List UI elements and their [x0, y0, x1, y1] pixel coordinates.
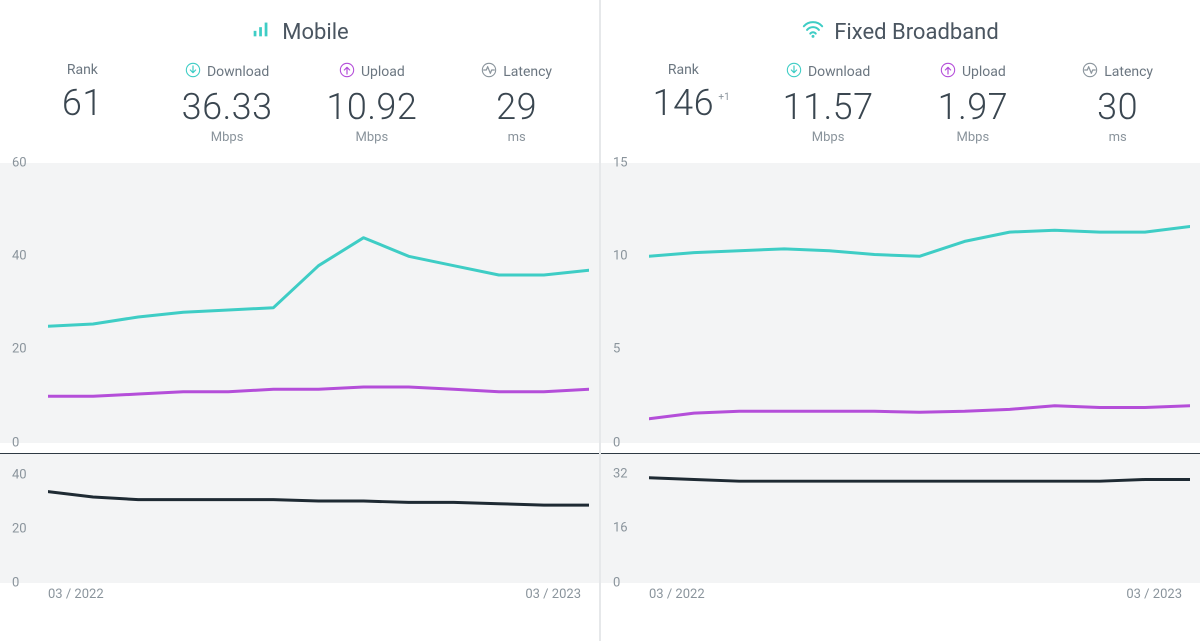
panel-title-text: Mobile	[282, 20, 348, 45]
stat-label-text: Upload	[361, 64, 405, 80]
stat-label-text: Rank	[668, 62, 699, 78]
latency-icon	[1082, 62, 1098, 82]
y-tick: 32	[601, 466, 628, 481]
stat-rank: Rank 146+1	[611, 62, 756, 145]
y-tick: 20	[0, 342, 27, 357]
panel-title-text: Fixed Broadband	[834, 20, 998, 45]
x-axis-labels: 03 / 2022 03 / 2023	[601, 583, 1200, 602]
chart-area: 01632	[601, 453, 1200, 583]
chart-area: 0204060	[0, 163, 599, 443]
stat-unit: Mbps	[901, 130, 1046, 145]
stat-value: 29	[444, 88, 589, 128]
x-start: 03 / 2022	[649, 587, 705, 602]
latency-icon	[481, 62, 497, 82]
series-latency	[649, 477, 1190, 480]
download-icon	[786, 62, 802, 82]
series-latency	[48, 491, 589, 504]
stat-download: Download 11.57 Mbps	[756, 62, 901, 145]
panel-mobile: MobileRank61Download36.33MbpsUpload10.92…	[0, 0, 599, 641]
stat-value: 10.92	[300, 88, 445, 128]
series-download	[48, 237, 589, 326]
x-axis-labels: 03 / 2022 03 / 2023	[0, 583, 599, 602]
chart-area: 051015	[601, 163, 1200, 443]
wifi-icon	[802, 18, 824, 46]
upload-icon	[339, 62, 355, 82]
rank-delta: +1	[718, 92, 729, 103]
series-download	[649, 226, 1190, 256]
x-start: 03 / 2022	[48, 587, 104, 602]
chart-wrap: 0510150163203 / 202203 / 2023	[601, 163, 1200, 641]
panel-title: Mobile	[0, 0, 599, 56]
stat-value: 146	[611, 84, 756, 124]
chart-svg	[649, 454, 1190, 583]
stat-value: 11.57	[756, 88, 901, 128]
stat-unit: Mbps	[756, 130, 901, 145]
chart-svg	[649, 163, 1190, 443]
stat-label: Upload	[300, 62, 445, 82]
stat-value: 61	[10, 84, 155, 124]
chart-wrap: 02040600204003 / 202203 / 2023	[0, 163, 599, 641]
stat-unit: ms	[444, 130, 589, 145]
stat-label: Rank	[611, 62, 756, 78]
y-tick: 5	[601, 342, 620, 357]
stat-label: Latency	[444, 62, 589, 82]
y-tick: 40	[0, 468, 27, 483]
panel-fixed: Fixed BroadbandRank146+1Download11.57Mbp…	[599, 0, 1200, 641]
stat-label-text: Latency	[503, 64, 552, 80]
stat-label: Rank	[10, 62, 155, 78]
stat-unit: ms	[1045, 130, 1190, 145]
stat-label-text: Download	[207, 64, 269, 80]
y-tick: 0	[601, 435, 620, 450]
stat-latency: Latency 29 ms	[444, 62, 589, 145]
stat-value: 1.97	[901, 88, 1046, 128]
stat-upload: Upload 10.92 Mbps	[300, 62, 445, 145]
stat-label: Download	[756, 62, 901, 82]
stat-value: 30	[1045, 88, 1190, 128]
y-tick: 20	[0, 521, 27, 536]
y-tick: 16	[601, 521, 628, 536]
stat-label-text: Rank	[67, 62, 98, 78]
stat-unit: Mbps	[300, 130, 445, 145]
bars-icon	[250, 18, 272, 46]
upload-icon	[940, 62, 956, 82]
stat-value: 36.33	[155, 88, 300, 128]
chart-svg	[48, 163, 589, 443]
stats-row: Rank61Download36.33MbpsUpload10.92MbpsLa…	[0, 56, 599, 163]
x-end: 03 / 2023	[1126, 587, 1182, 602]
series-upload	[649, 405, 1190, 418]
stat-label-text: Upload	[962, 64, 1006, 80]
x-end: 03 / 2023	[525, 587, 581, 602]
stat-label: Upload	[901, 62, 1046, 82]
stat-label-text: Latency	[1104, 64, 1153, 80]
download-icon	[185, 62, 201, 82]
stats-row: Rank146+1Download11.57MbpsUpload1.97Mbps…	[601, 56, 1200, 163]
y-tick: 10	[601, 248, 628, 263]
stat-upload: Upload 1.97 Mbps	[901, 62, 1046, 145]
stat-label: Latency	[1045, 62, 1190, 82]
series-upload	[48, 387, 589, 396]
y-tick: 40	[0, 248, 27, 263]
stat-label-text: Download	[808, 64, 870, 80]
y-tick: 0	[0, 435, 19, 450]
stat-label: Download	[155, 62, 300, 82]
chart-svg	[48, 454, 589, 583]
stat-download: Download 36.33 Mbps	[155, 62, 300, 145]
stat-unit: Mbps	[155, 130, 300, 145]
stat-rank: Rank 61	[10, 62, 155, 145]
panel-title: Fixed Broadband	[601, 0, 1200, 56]
chart-area: 02040	[0, 453, 599, 583]
stat-latency: Latency 30 ms	[1045, 62, 1190, 145]
